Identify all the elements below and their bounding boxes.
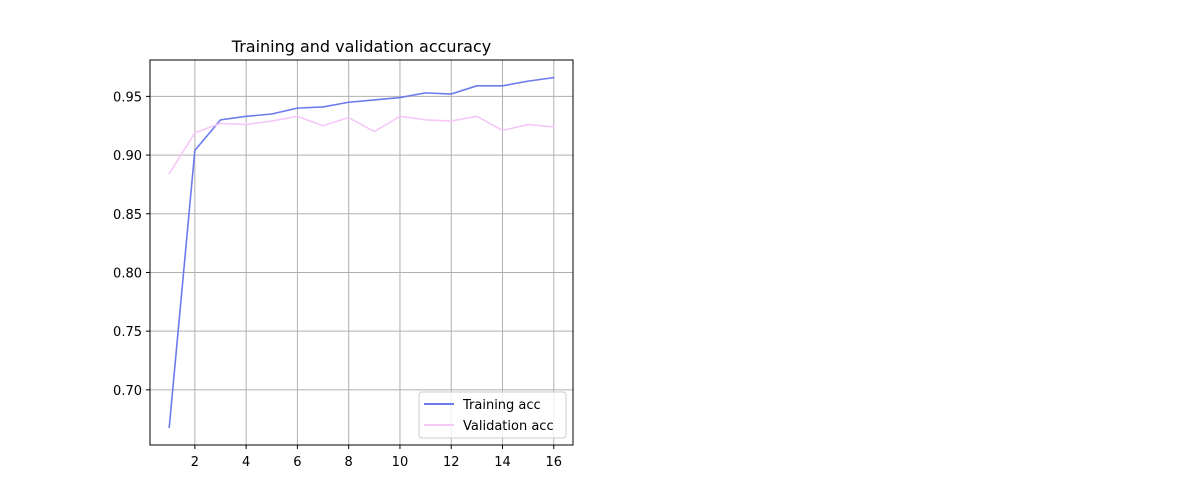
legend-label-validation: Validation acc (463, 419, 554, 434)
y-tick-label: 0.75 (113, 325, 142, 340)
legend: Training acc Validation acc (418, 391, 567, 439)
validation-acc-line (168, 115, 555, 175)
y-tick-label: 0.70 (113, 384, 142, 399)
series-layer (168, 76, 555, 429)
y-tick-label: 0.85 (113, 208, 142, 223)
chart-title: Training and validation accuracy (231, 37, 491, 56)
y-tick-label: 0.90 (113, 149, 142, 164)
plot-frame (149, 59, 574, 446)
x-tick-label: 16 (545, 455, 562, 470)
x-tick-label: 12 (443, 455, 460, 470)
x-tick-label: 8 (345, 455, 353, 470)
tick-layer: 2 4 6 8 10 12 14 16 0.70 0.75 0.80 0.85 0.90 0.95 (113, 90, 562, 470)
x-tick-label: 14 (494, 455, 511, 470)
grid-layer (150, 60, 573, 445)
y-tick-label: 0.80 (113, 266, 142, 281)
legend-box (418, 391, 567, 439)
x-tick-label: 6 (293, 455, 301, 470)
x-tick-label: 4 (242, 455, 250, 470)
training-acc-line (168, 76, 555, 429)
x-tick-label: 2 (191, 455, 199, 470)
y-tick-label: 0.95 (113, 90, 142, 105)
legend-label-training: Training acc (462, 398, 541, 413)
x-tick-label: 10 (392, 455, 409, 470)
